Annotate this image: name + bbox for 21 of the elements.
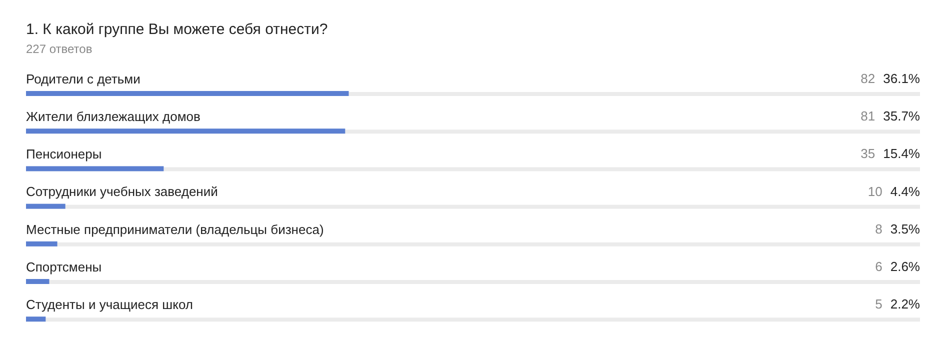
bar: [26, 166, 164, 172]
y-tick-label: Сотрудники учебных заведений: [26, 184, 218, 200]
data-label: 5 2.2%: [875, 297, 920, 312]
chart-title: 1. К какой группе Вы можете себя отнести?: [26, 20, 328, 38]
y-tick-label: Спортсмены: [26, 259, 102, 274]
y-tick-label: Жители близлежащих домов: [26, 109, 200, 124]
y-tick-label: Местные предприниматели (владельцы бизнеса): [26, 222, 324, 237]
bar: [26, 279, 50, 284]
bar: [26, 316, 46, 322]
bar: [26, 241, 58, 246]
data-label: 81 35.7%: [860, 109, 920, 124]
y-tick-label: Родители с детьми: [26, 71, 140, 86]
y-tick-label: Пенсионеры: [26, 146, 102, 162]
y-tick-label: Студенты и учащиеся школ: [26, 297, 193, 312]
bar: [26, 204, 66, 209]
data-label: 10 4.4%: [868, 184, 920, 200]
data-label: 35 15.4%: [860, 146, 920, 162]
data-label: 82 36.1%: [860, 71, 920, 86]
data-label: 8 3.5%: [875, 222, 920, 237]
chart-subtitle: 227 ответов: [26, 42, 92, 56]
data-label: 6 2.6%: [875, 259, 920, 274]
